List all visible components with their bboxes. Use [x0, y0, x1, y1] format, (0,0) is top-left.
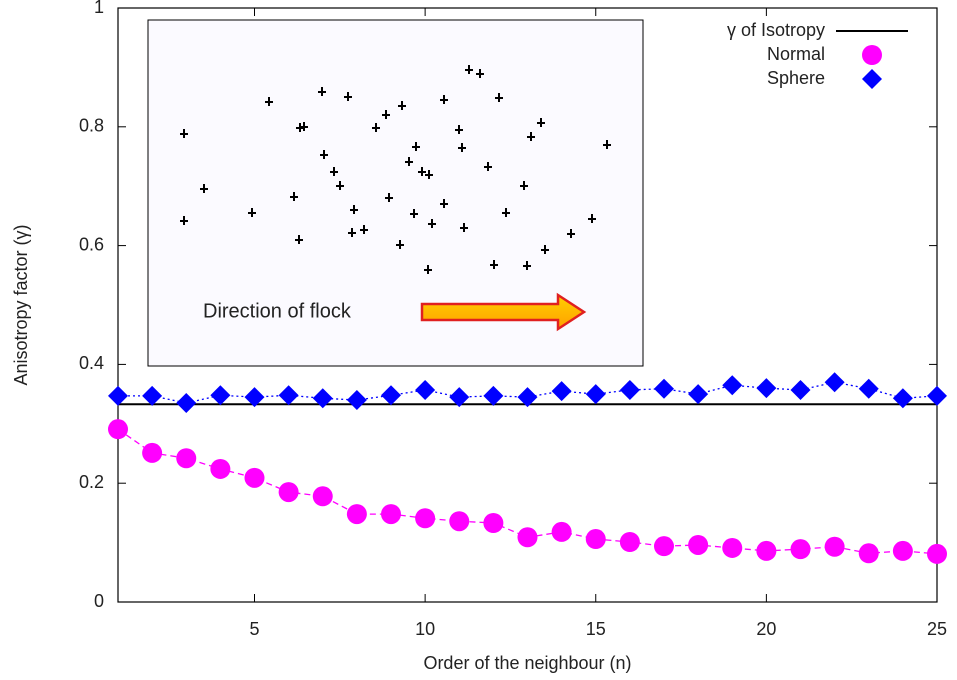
legend-label: Sphere — [767, 68, 825, 88]
x-tick-label: 10 — [415, 619, 435, 639]
y-tick-label: 1 — [94, 0, 104, 17]
point — [824, 372, 845, 393]
point — [108, 385, 128, 406]
point — [790, 539, 811, 560]
point — [892, 388, 913, 409]
legend-label: γ of Isotropy — [727, 20, 825, 40]
point — [278, 482, 299, 503]
point — [483, 385, 504, 406]
point — [449, 387, 470, 408]
point — [654, 378, 674, 399]
point — [585, 384, 606, 405]
point — [244, 467, 265, 488]
point — [927, 543, 947, 564]
point — [824, 536, 845, 557]
point — [722, 375, 743, 396]
point — [210, 458, 231, 479]
point — [654, 536, 674, 557]
y-tick-label: 0.6 — [79, 234, 104, 254]
point — [927, 385, 947, 406]
x-tick-label: 15 — [586, 619, 606, 639]
point — [858, 543, 879, 564]
point — [756, 540, 777, 561]
point — [449, 511, 470, 532]
x-tick-label: 5 — [249, 619, 259, 639]
direction-arrow — [420, 292, 587, 332]
y-axis-title: Anisotropy factor (γ) — [11, 224, 31, 385]
point — [415, 379, 436, 400]
point — [551, 381, 572, 402]
y-tick-label: 0.2 — [79, 472, 104, 492]
point — [108, 419, 128, 440]
point — [585, 529, 606, 550]
point — [551, 521, 572, 542]
point — [346, 504, 367, 525]
point — [517, 527, 538, 548]
x-tick-label: 20 — [756, 619, 776, 639]
point — [381, 385, 401, 406]
point — [619, 532, 640, 553]
legend-swatch — [862, 45, 882, 65]
inset: Direction of flock — [147, 19, 644, 367]
point — [756, 378, 777, 399]
point — [278, 385, 299, 406]
plot-frame — [117, 7, 938, 603]
point — [517, 387, 538, 408]
point — [722, 537, 743, 558]
point — [312, 486, 333, 507]
point — [142, 385, 163, 406]
point — [483, 512, 504, 533]
point — [176, 393, 197, 414]
flock — [180, 65, 611, 274]
point — [244, 387, 265, 408]
point — [381, 504, 401, 525]
inset-label: Direction of flock — [203, 300, 352, 322]
point — [688, 534, 709, 555]
point — [790, 379, 811, 400]
point — [688, 384, 709, 405]
y-tick-label: 0 — [94, 591, 104, 611]
x-tick-label: 25 — [927, 619, 947, 639]
point — [312, 388, 333, 409]
y-tick-label: 0.4 — [79, 353, 104, 373]
y-tick-label: 0.8 — [79, 116, 104, 136]
legend-label: Normal — [767, 44, 825, 64]
point — [892, 540, 913, 561]
x-axis-title: Order of the neighbour (n) — [423, 653, 631, 673]
point — [619, 379, 640, 400]
legend-swatch — [862, 69, 882, 89]
point — [210, 385, 231, 406]
point — [346, 390, 367, 411]
point — [176, 448, 197, 469]
point — [415, 508, 436, 529]
point — [858, 378, 879, 399]
point — [142, 442, 163, 463]
